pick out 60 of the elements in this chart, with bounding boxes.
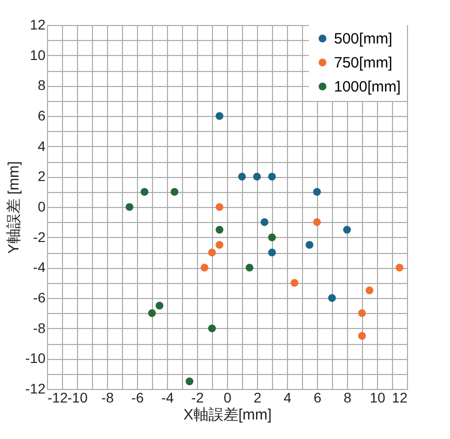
y-tick-label: 0	[38, 198, 46, 214]
x-tick-label: -2	[191, 390, 204, 406]
point	[148, 309, 156, 318]
point	[396, 264, 404, 272]
point	[156, 302, 164, 310]
point	[268, 233, 276, 242]
point	[216, 112, 224, 120]
point	[260, 218, 268, 226]
point	[343, 226, 351, 234]
y-tick-label: 4	[38, 138, 46, 154]
x-tick-label: 12	[392, 390, 408, 406]
y-tick-label: -10	[25, 350, 46, 366]
point	[200, 264, 208, 272]
y-tick-label: -6	[33, 290, 46, 306]
y-tick-label: -4	[33, 259, 46, 276]
point	[313, 218, 321, 226]
x-tick-label: 6	[314, 390, 322, 406]
y-tick-label: 2	[38, 168, 46, 184]
point	[268, 172, 276, 181]
x-tick-label: -4	[161, 390, 174, 406]
point	[268, 248, 276, 256]
y-tick-label: 6	[38, 108, 46, 124]
point	[358, 309, 366, 318]
point	[246, 264, 254, 272]
legend-label: 1000[mm]	[334, 78, 401, 96]
legend-label: 750[mm]	[334, 54, 392, 72]
point	[328, 294, 336, 302]
point	[216, 226, 224, 234]
point	[208, 324, 216, 332]
point	[186, 378, 194, 386]
point	[306, 241, 314, 249]
point	[358, 332, 366, 340]
x-tick-label: 4	[284, 390, 292, 406]
y-axis-title: Y軸誤差 [mm]	[5, 161, 22, 254]
x-axis-title: X軸誤差[mm]	[183, 406, 272, 424]
point	[216, 203, 224, 211]
point	[366, 286, 374, 294]
x-tick-label: 8	[344, 390, 352, 406]
y-tick-label: 10	[30, 46, 46, 63]
point	[216, 241, 224, 249]
y-tick-label: 8	[38, 77, 46, 94]
point	[253, 172, 261, 181]
point	[140, 188, 148, 196]
legend-label: 500[mm]	[334, 30, 392, 48]
point	[208, 248, 216, 256]
point	[313, 188, 321, 196]
point	[126, 203, 134, 211]
x-tick-label: 10	[370, 390, 386, 406]
x-tick-label: -8	[101, 390, 114, 406]
x-tick-label: -6	[131, 390, 144, 406]
x-tick-label: 0	[224, 390, 232, 406]
x-tick-label: -12	[48, 390, 68, 406]
x-tick-label: 2	[254, 390, 262, 406]
point	[170, 188, 178, 196]
y-tick-label: -8	[33, 320, 46, 336]
point	[238, 172, 246, 181]
y-tick-label: 12	[30, 16, 46, 32]
x-tick-label: -10	[67, 390, 88, 406]
point	[290, 278, 298, 287]
y-tick-label: -2	[33, 228, 46, 245]
